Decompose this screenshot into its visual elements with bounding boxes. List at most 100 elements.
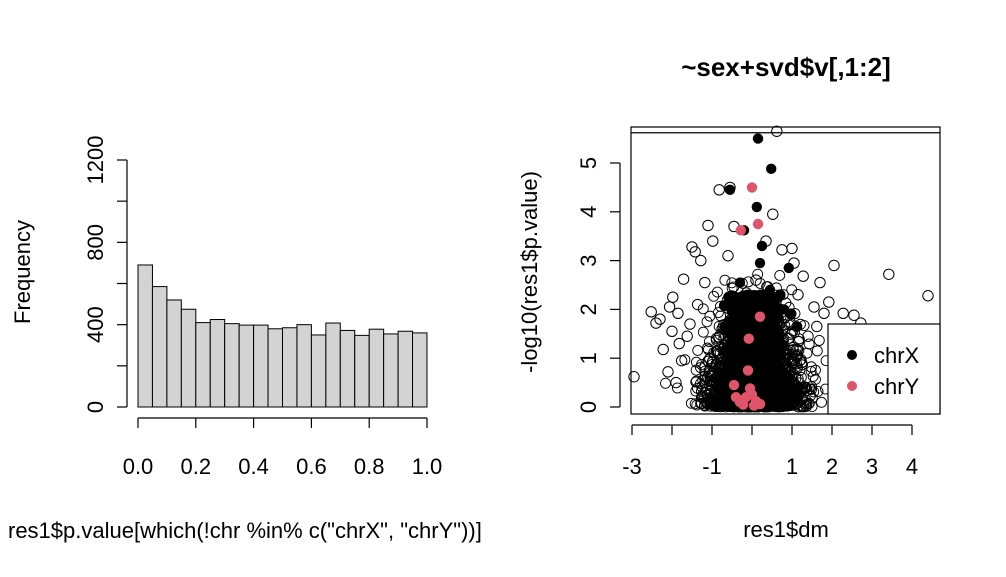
scatter-point-bg [660, 377, 671, 389]
scatter-point-bg [699, 373, 711, 385]
scatter-point-bg [754, 277, 766, 289]
scatter-y-tick-label: 1 [576, 352, 601, 364]
histogram-bar [180, 308, 197, 408]
scatter-point [818, 307, 830, 320]
histogram-bar [166, 299, 182, 408]
scatter-point-bg [816, 396, 827, 408]
histogram-bar [137, 264, 153, 408]
chrx-point [751, 201, 762, 213]
histogram-x-tick-label: 0.4 [238, 454, 269, 479]
histogram-y-tick-label: 1200 [83, 136, 108, 185]
scatter-point [628, 371, 640, 383]
histogram-x-axis-label: res1$p.value[which(!chr %in% c("chrX", "… [8, 518, 482, 543]
chrx-point [724, 184, 736, 196]
scatter-point-bg [701, 316, 713, 328]
histogram-bar [296, 324, 312, 408]
histogram-bar [195, 322, 211, 408]
scatter-point-bg [793, 333, 805, 345]
scatter-x-axis-label: res1$dm [743, 517, 829, 542]
scatter-point-bg [794, 365, 806, 376]
scatter-point-bg [706, 356, 718, 368]
scatter-plot-box [630, 126, 941, 415]
scatter-point [814, 276, 826, 289]
histogram-y-tick-label: 0 [83, 401, 108, 413]
histogram-bar [354, 334, 370, 408]
chry-point [754, 311, 766, 322]
scatter-point-core [723, 349, 735, 361]
scatter-point [811, 320, 823, 333]
scatter-point-bg [793, 382, 805, 394]
scatter-point [722, 250, 734, 262]
scatter-y-tick-label: 0 [576, 401, 601, 413]
scatter-point-bg [704, 310, 716, 322]
scatter-x-tick-label: -1 [702, 454, 722, 479]
histogram-bars [137, 264, 428, 408]
scatter-x-tick-label: -3 [622, 454, 642, 479]
scatter-panel: ~sex+svd$v[,1:2] 0 1 2 3 4 5 -3 -1 1 2 3 4 -log10(r… [517, 52, 941, 542]
scatter-point [691, 298, 704, 311]
scatter-point-bg [810, 364, 821, 376]
scatter-y-axis-label: -log10(res1$p.value) [517, 171, 542, 373]
scatter-x-tick-label: 2 [826, 454, 838, 479]
scatter-point [805, 361, 817, 373]
scatter-point [654, 313, 666, 325]
chrx-point [752, 133, 764, 144]
scatter-point-core [733, 331, 745, 343]
scatter-point [828, 259, 840, 272]
chry-point [738, 399, 749, 410]
histogram-bar [238, 324, 255, 408]
histogram-bar [383, 333, 399, 408]
scatter-point-core [732, 357, 744, 369]
scatter-point-bg [710, 332, 722, 344]
scatter-point [734, 342, 746, 355]
scatter-point-core [756, 373, 768, 385]
scatter-point-bg [791, 351, 803, 363]
scatter-point-bg [805, 390, 816, 402]
scatter-point [650, 317, 662, 329]
scatter-axes: 0 1 2 3 4 5 -3 -1 1 2 3 4 [576, 157, 918, 479]
scatter-point-core [734, 317, 746, 329]
histogram-x-tick-label: 1.0 [412, 454, 443, 479]
scatter-point [718, 332, 730, 345]
histogram-bar [310, 334, 327, 408]
chrx-point [783, 262, 794, 274]
scatter-x-tick-label: 4 [906, 454, 918, 479]
scatter-point-core [724, 300, 736, 312]
histogram-x-tick-label: 0.2 [181, 454, 212, 479]
legend-chrx-marker [847, 350, 857, 360]
scatter-point-bg [710, 359, 722, 371]
scatter-point [645, 306, 657, 318]
scatter-point-bg [800, 381, 812, 393]
scatter-point-bg [715, 310, 727, 322]
histogram-bar [253, 324, 269, 408]
chrx-point [756, 240, 768, 252]
scatter-point [667, 291, 679, 303]
histogram-y-tick-label: 400 [83, 306, 108, 343]
legend: chrX chrY [827, 323, 941, 415]
legend-box [827, 323, 941, 415]
scatter-point-core [753, 330, 765, 342]
scatter-point [657, 343, 669, 356]
scatter-point-bg [803, 338, 815, 350]
scatter-point-bg [813, 335, 825, 346]
scatter-point [767, 208, 779, 220]
scatter-point [784, 381, 796, 394]
scatter-point [695, 254, 707, 267]
scatter-point [699, 276, 711, 289]
scatter-point [672, 307, 684, 320]
scatter-point [808, 301, 820, 313]
scatter-point-bg [708, 290, 720, 302]
scatter-y-tick-label: 2 [576, 303, 601, 315]
chrx-point [754, 257, 766, 269]
scatter-point-bg [696, 359, 707, 370]
scatter-point-bg [806, 381, 817, 392]
scatter-title: ~sex+svd$v[,1:2] [681, 52, 891, 82]
scatter-point-core [768, 309, 780, 321]
scatter-point-core [719, 321, 731, 333]
histogram-y-axis-label: Frequency [10, 220, 35, 324]
scatter-point [677, 273, 690, 285]
scatter-point-core [725, 363, 737, 375]
scatter-point-bg [703, 336, 715, 348]
scatter-points [628, 125, 934, 411]
